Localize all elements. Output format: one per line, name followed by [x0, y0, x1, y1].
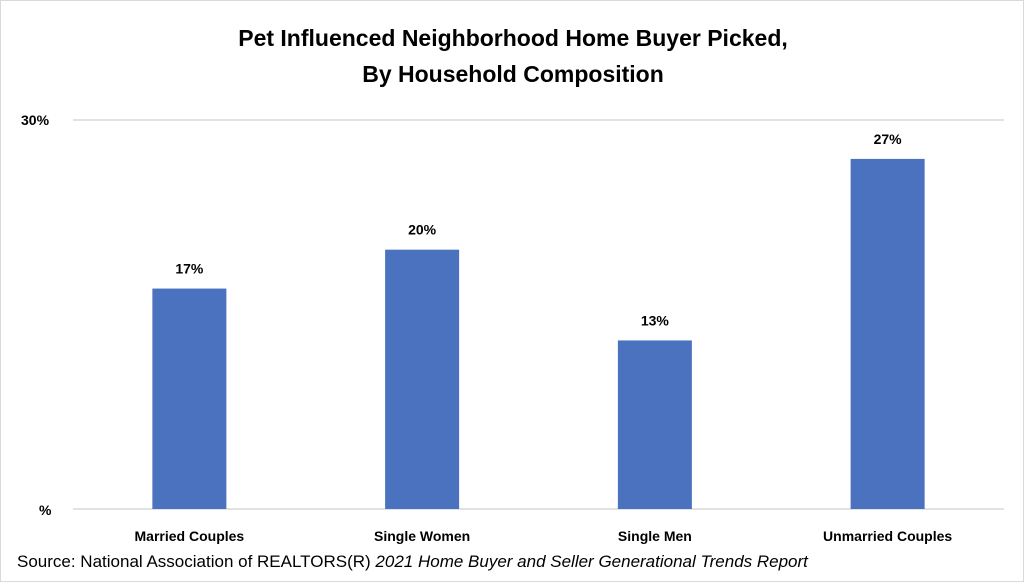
data-label-unmarried-couples: 27% [874, 131, 903, 147]
y-tick-label-max: 30% [21, 112, 50, 128]
data-label-single-women: 20% [408, 222, 437, 238]
bar-unmarried-couples [850, 158, 925, 509]
bar-married-couples [152, 288, 227, 509]
category-label-married-couples: Married Couples [135, 528, 245, 544]
source-report-title: 2021 Home Buyer and Seller Generational … [375, 552, 808, 571]
y-tick-label-min: % [39, 502, 52, 518]
source-note: Source: National Association of REALTORS… [17, 552, 808, 572]
data-label-married-couples: 17% [175, 261, 204, 277]
chart-title-line-2: By Household Composition [362, 61, 664, 87]
data-label-single-men: 13% [641, 312, 670, 328]
bar-single-men [617, 340, 692, 509]
bar-single-women [385, 249, 460, 509]
chart-title-line-1: Pet Influenced Neighborhood Home Buyer P… [238, 25, 788, 51]
category-label-unmarried-couples: Unmarried Couples [823, 528, 952, 544]
source-prefix: Source: National Association of REALTORS… [17, 552, 376, 571]
category-label-single-men: Single Men [618, 528, 692, 544]
bar-series: 17% Married Couples 20% Single Women 13% Sing… [135, 131, 953, 544]
category-label-single-women: Single Women [374, 528, 470, 544]
